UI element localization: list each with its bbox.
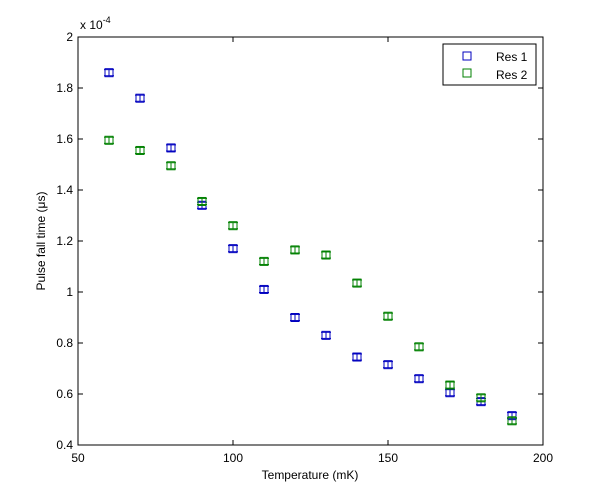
x-tick-label: 200 [533,451,553,465]
x-tick-label: 150 [378,451,398,465]
data-point [321,250,331,260]
data-point [476,393,486,403]
data-point [290,245,300,255]
y-axis-title: Pulse fall time (μs) [34,192,48,291]
data-point [383,311,393,321]
data-point [166,143,176,153]
data-point [414,374,424,384]
data-point [104,135,114,145]
y-tick-label: 1.4 [56,183,73,197]
y-tick-label: 1.6 [56,132,73,146]
data-point [228,244,238,254]
x-tick-label: 50 [71,451,85,465]
data-point [352,278,362,288]
y-tick-label: 0.4 [56,438,73,452]
data-point [352,352,362,362]
plot-area [77,36,544,446]
x-tick-label: 100 [223,451,243,465]
data-point [104,68,114,78]
data-point [197,196,207,206]
legend-marker-res-1 [462,51,472,61]
data-point [259,256,269,266]
data-point [507,416,517,426]
data-point [321,330,331,340]
data-point [290,313,300,322]
data-point [259,284,269,294]
data-point [445,380,455,390]
y-tick-label: 1.2 [56,234,73,248]
data-point [228,221,238,231]
x-axis: 50 100 150 200 [71,37,553,465]
y-tick-label: 0.6 [56,387,73,401]
y-tick-label: 0.8 [56,336,73,350]
y-axis-exponent: x 10-4 [80,15,111,32]
data-point [383,360,393,370]
data-series [104,68,517,426]
data-point [166,161,176,171]
legend-label-res-1: Res 1 [496,50,528,64]
data-point [135,93,145,103]
legend-marker-res-2 [462,68,472,78]
legend-label-res-2: Res 2 [496,68,528,82]
x-axis-title: Temperature (mK) [262,468,359,482]
legend: Res 1 Res 2 [442,43,537,86]
series-res-1 [104,68,517,421]
y-tick-label: 2 [66,30,73,44]
y-tick-label: 1.8 [56,81,73,95]
series-res-2 [104,135,517,426]
legend-box [442,43,537,86]
data-point [135,145,145,155]
data-point [414,342,424,352]
y-axis: 0.4 0.6 0.8 1 1.2 1.4 1.6 1.8 2 [56,30,543,452]
y-tick-label: 1 [66,285,73,299]
